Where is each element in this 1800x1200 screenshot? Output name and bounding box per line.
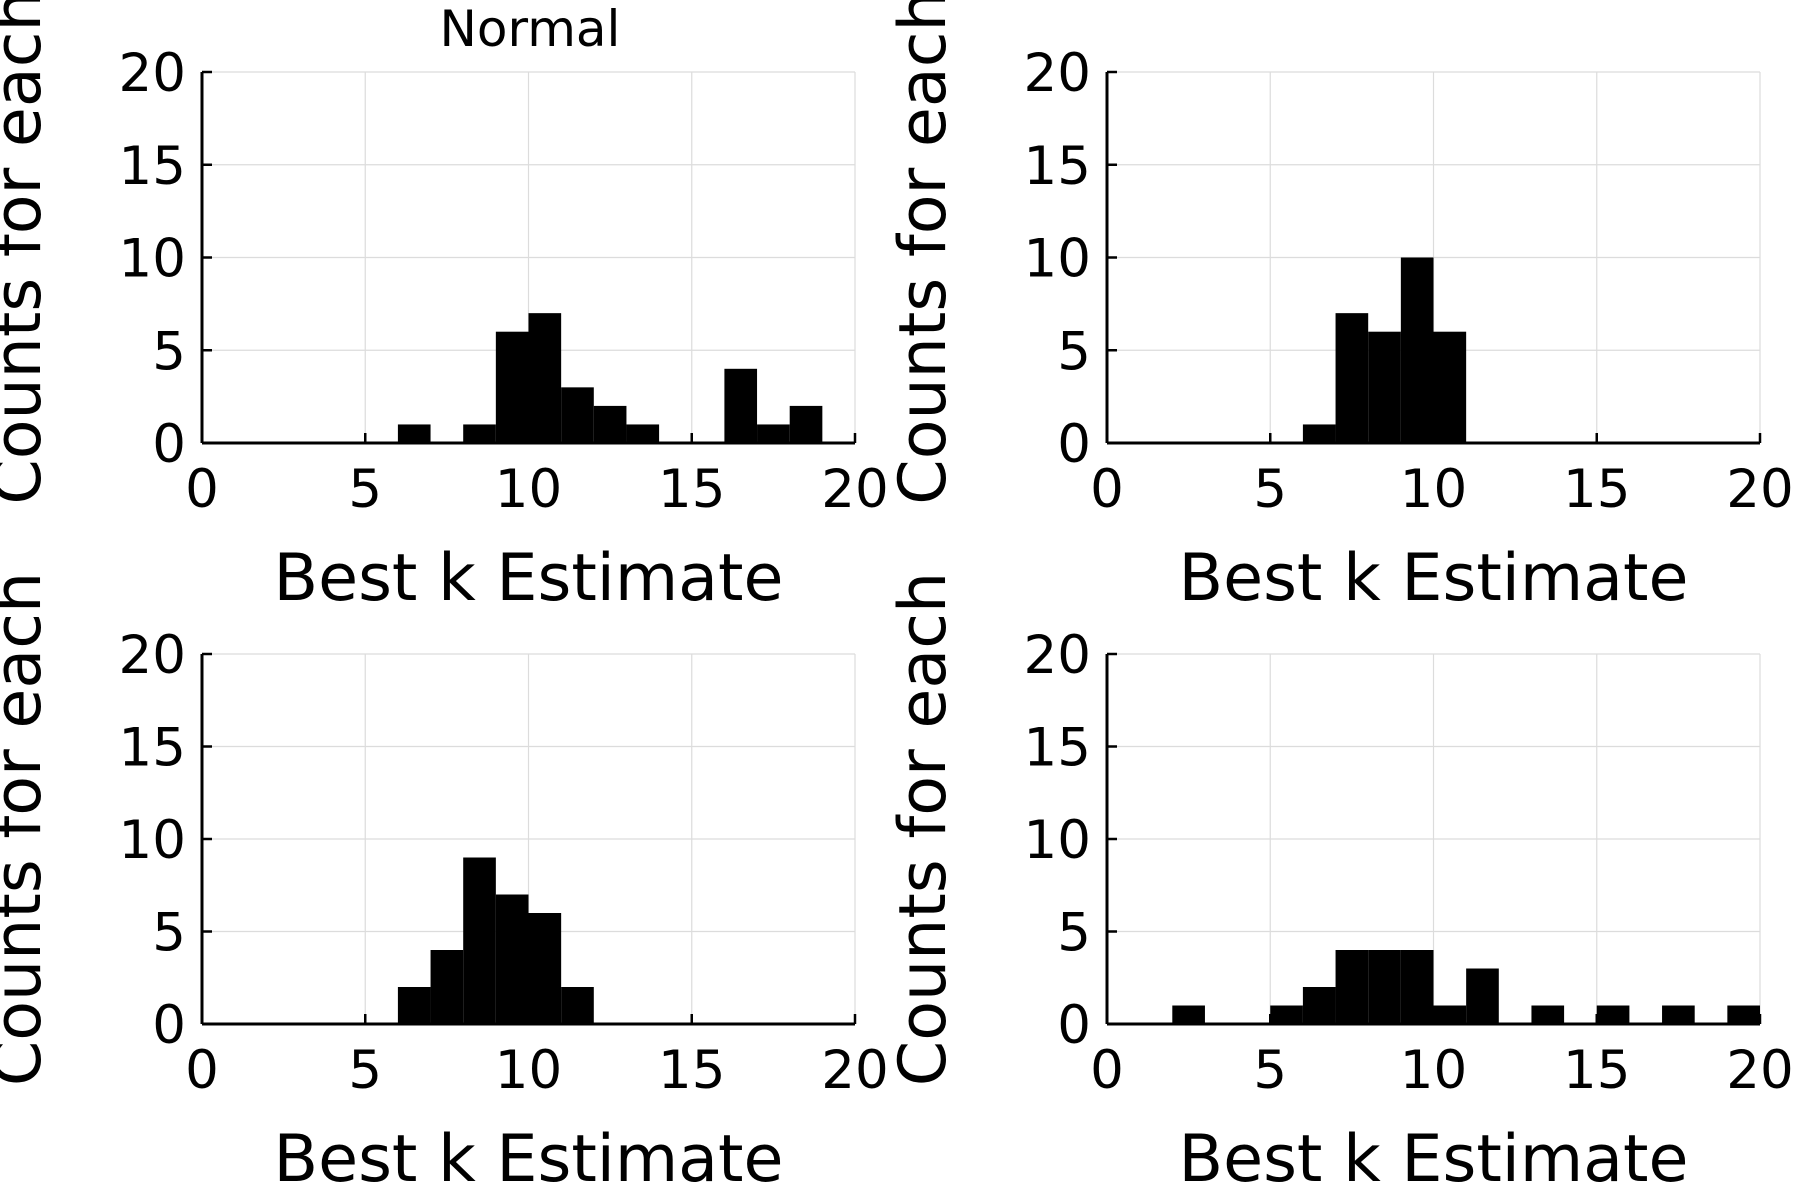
x-axis-label: Best k Estimate (273, 541, 783, 616)
y-tick-label: 10 (119, 229, 186, 290)
y-tick-label: 10 (119, 810, 186, 871)
histogram-bar (1368, 331, 1401, 443)
y-tick-label: 10 (1024, 229, 1091, 290)
y-tick-label: 15 (1024, 136, 1091, 197)
y-tick-label: 20 (119, 43, 186, 104)
x-tick-label: 10 (495, 459, 562, 520)
x-tick-label: 15 (658, 459, 725, 520)
histogram-bar (1335, 950, 1369, 1024)
x-tick-label: 15 (1563, 1040, 1630, 1101)
panel-3: 0 5 10 15 20 0 5 10 15 20 Best k Estimate Counts fo… (0, 572, 889, 1197)
histogram-bar (1172, 1005, 1205, 1024)
histogram-bar (1302, 987, 1336, 1024)
x-tick-label: 0 (1090, 1040, 1124, 1101)
histogram-bar (593, 405, 627, 443)
histogram-bar (789, 405, 823, 443)
y-tick-label: 0 (152, 414, 186, 475)
histogram-bar (397, 424, 431, 443)
x-tick-label: 10 (1400, 1040, 1467, 1101)
y-tick-label: 20 (1024, 625, 1091, 686)
panel-1: 0 5 10 15 20 0 5 10 15 20 Best k Estimate Counts fo… (0, 0, 889, 616)
y-tick-label: 5 (152, 903, 186, 964)
x-tick-label: 15 (1563, 459, 1630, 520)
y-tick-label: 20 (119, 625, 186, 686)
x-tick-label: 10 (1400, 459, 1467, 520)
histogram-bar (1531, 1005, 1565, 1024)
histogram-bar (495, 331, 529, 443)
histogram-bar (528, 313, 562, 443)
y-axis-label: Counts for each (0, 572, 56, 1086)
histogram-bar (1400, 950, 1434, 1024)
x-tick-label: 20 (821, 1040, 888, 1101)
y-tick-label: 0 (152, 995, 186, 1056)
x-tick-label: 10 (495, 1040, 562, 1101)
histogram-bar (397, 987, 431, 1024)
histogram-bar (757, 424, 790, 443)
y-tick-label: 20 (1024, 43, 1091, 104)
x-tick-label: 20 (821, 459, 888, 520)
panel-4: 0 5 10 15 20 0 5 10 15 20 Best k Estimate Counts fo… (886, 572, 1794, 1197)
y-tick-label: 15 (1024, 718, 1091, 779)
x-tick-label: 0 (1090, 459, 1124, 520)
histogram-bar (495, 894, 529, 1024)
y-axis-label: Counts for each (886, 0, 961, 505)
histogram-bar (1433, 331, 1467, 443)
histogram-bar (1433, 1005, 1467, 1024)
y-tick-label: 5 (1057, 903, 1091, 964)
x-tick-label: 0 (185, 459, 219, 520)
x-tick-label: 5 (1253, 459, 1287, 520)
y-tick-label: 0 (1057, 414, 1091, 475)
histogram-bar (724, 368, 758, 443)
x-axis-label: Best k Estimate (273, 1122, 783, 1197)
x-axis-label: Best k Estimate (1178, 541, 1688, 616)
histogram-bar (561, 987, 594, 1024)
y-tick-label: 10 (1024, 810, 1091, 871)
histogram-bar (463, 424, 496, 443)
y-tick-label: 5 (152, 321, 186, 382)
y-axis-label: Counts for each (0, 0, 56, 505)
x-tick-label: 5 (348, 1040, 382, 1101)
y-tick-label: 15 (119, 718, 186, 779)
histogram-bar (528, 913, 562, 1024)
y-tick-label: 15 (119, 136, 186, 197)
x-tick-label: 20 (1726, 459, 1793, 520)
histogram-bar (430, 950, 464, 1024)
histogram-bar (1596, 1005, 1630, 1024)
histogram-bar (1270, 1005, 1303, 1024)
histogram-bar (561, 387, 594, 443)
y-axis-label: Counts for each (886, 572, 961, 1086)
histogram-bar (626, 424, 660, 443)
x-axis-label: Best k Estimate (1178, 1122, 1688, 1197)
x-tick-label: 20 (1726, 1040, 1793, 1101)
x-tick-label: 15 (658, 1040, 725, 1101)
histogram-bar (1368, 950, 1401, 1024)
x-tick-label: 0 (185, 1040, 219, 1101)
y-tick-label: 5 (1057, 321, 1091, 382)
panel-2: 0 5 10 15 20 0 5 10 15 20 Best k Estimate Counts fo… (886, 0, 1794, 616)
y-tick-label: 0 (1057, 995, 1091, 1056)
histogram-bar (1727, 1005, 1760, 1024)
histogram-bar (1335, 313, 1369, 443)
histogram-bar (1400, 257, 1434, 443)
histogram-bar (1662, 1005, 1695, 1024)
histogram-bar (1302, 424, 1336, 443)
panel-title: Normal (440, 0, 621, 58)
histogram-bar (1466, 968, 1499, 1024)
histogram-bar (463, 857, 496, 1024)
x-tick-label: 5 (348, 459, 382, 520)
x-tick-label: 5 (1253, 1040, 1287, 1101)
